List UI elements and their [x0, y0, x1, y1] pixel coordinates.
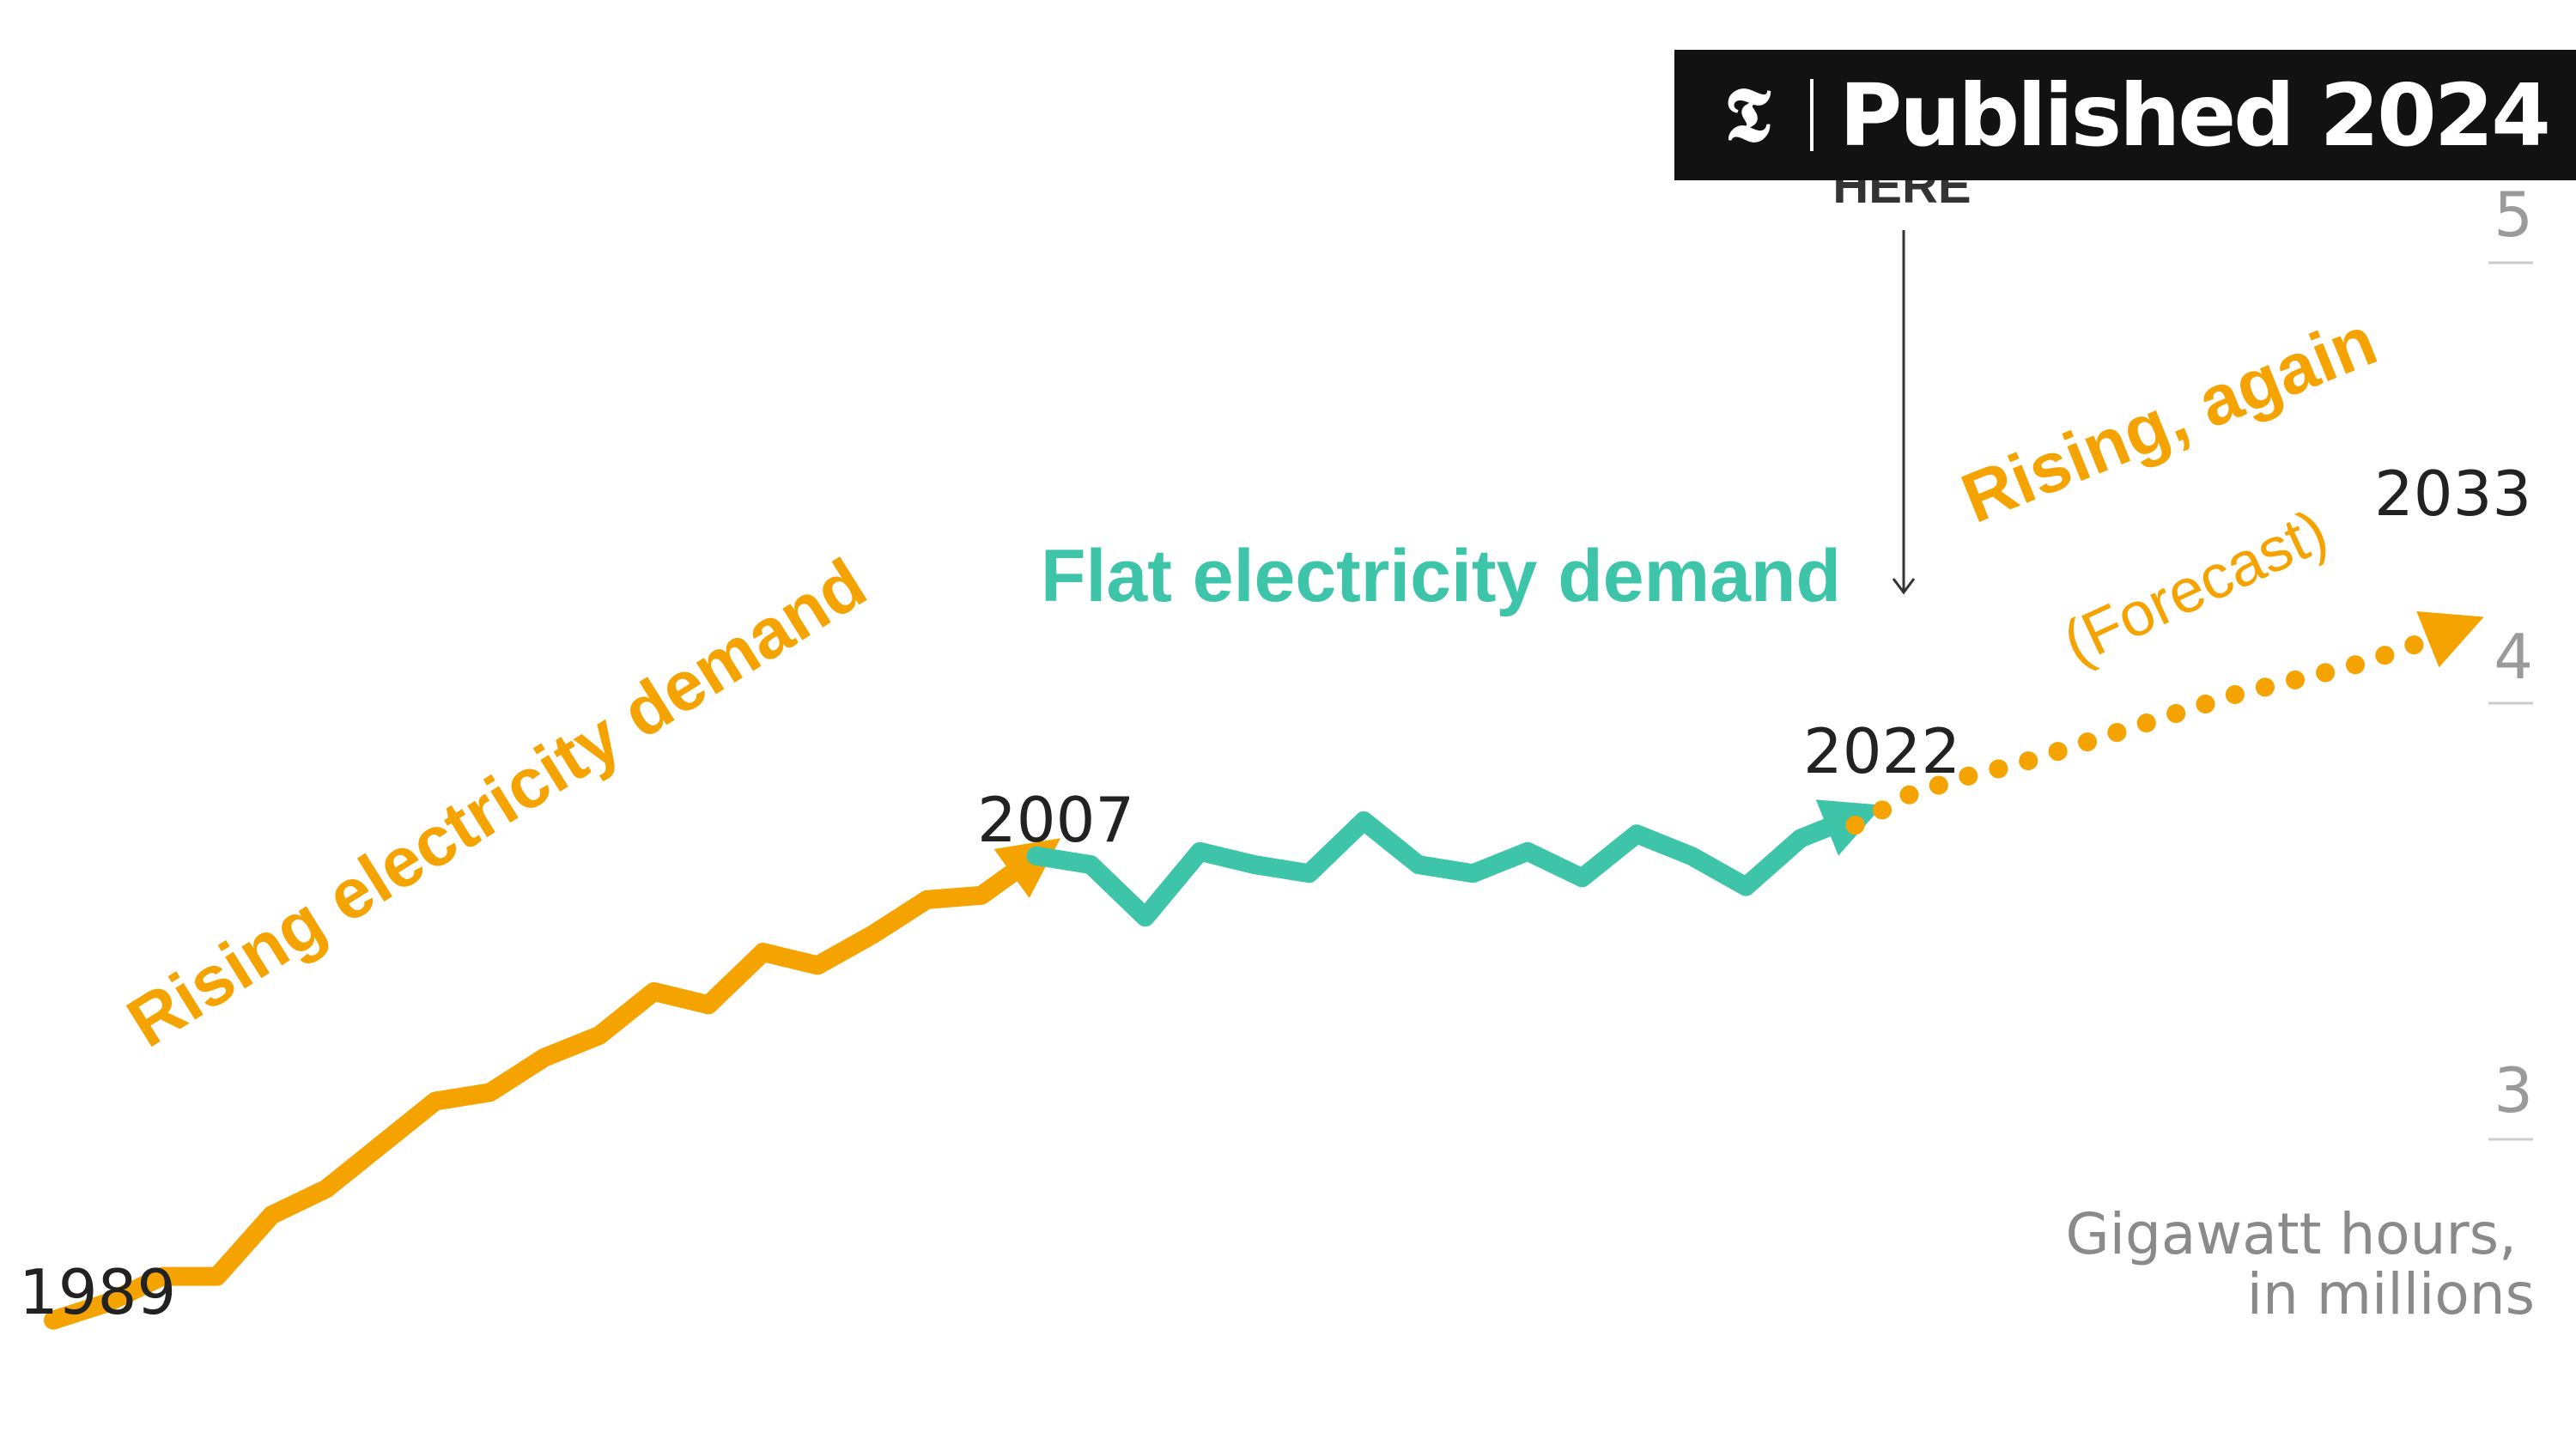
data-point-flat-2017	[1582, 877, 1583, 878]
data-point-flat-2019	[1691, 855, 1692, 857]
data-point-forecast-2023	[1909, 793, 1911, 795]
data-point-rising-2006	[981, 895, 982, 896]
data-point-flat-2016	[1527, 851, 1528, 853]
data-point-rising-2001	[708, 1004, 709, 1005]
data-point-forecast-2025	[2018, 763, 2020, 765]
data-point-forecast-2032	[2400, 649, 2402, 651]
data-point-rising-2004	[872, 934, 873, 936]
data-point-flat-2018	[1636, 833, 1637, 835]
year-label-2022: 2022	[1803, 715, 1960, 787]
annotation-rising: Rising electricity demand	[114, 544, 879, 1063]
data-point-flat-2009	[1145, 916, 1146, 918]
annotation-forecast: (Forecast)	[2053, 496, 2337, 677]
y-tick-label: 4	[2494, 621, 2533, 693]
data-point-rising-1993	[270, 1214, 272, 1216]
data-point-flat-2012	[1309, 872, 1310, 874]
year-label-1989: 1989	[19, 1256, 176, 1328]
data-point-forecast-2029	[2237, 693, 2239, 695]
here-pointer-arrowhead	[1892, 578, 1916, 595]
data-point-forecast-2028	[2182, 711, 2184, 713]
series-line-forecast	[1845, 611, 2484, 835]
year-label-2033: 2033	[2374, 458, 2531, 530]
data-point-flat-2015	[1472, 872, 1473, 874]
data-point-flat-2021	[1800, 837, 1801, 839]
data-point-flat-2014	[1418, 864, 1419, 865]
nyt-logo-icon: 𝕿	[1723, 70, 1771, 159]
y-axis-unit-label: Gigawatt hours, in millions	[2065, 1201, 2535, 1327]
data-point-flat-2020	[1745, 886, 1747, 888]
data-point-rising-1996	[434, 1101, 436, 1102]
y-tick-label: 5	[2494, 179, 2533, 251]
series-line-flat	[1026, 799, 1884, 927]
data-point-forecast-2030	[2291, 680, 2293, 682]
data-point-forecast-2022	[1855, 824, 1856, 826]
data-point-rising-1992	[216, 1276, 218, 1278]
badge-divider	[1810, 79, 1814, 151]
y-axis: 5 4 3 Gigawatt hours, in millions	[2065, 179, 2535, 1327]
data-point-forecast-2033	[2455, 628, 2457, 629]
published-badge: 𝕿 Published 2024	[1674, 50, 2576, 180]
data-point-flat-2013	[1363, 820, 1364, 822]
data-point-forecast-2024	[1964, 776, 1965, 778]
data-point-flat-2022	[1855, 816, 1856, 817]
data-point-flat-2010	[1199, 851, 1200, 853]
data-point-rising-2005	[927, 899, 928, 901]
year-label-2007: 2007	[977, 784, 1134, 856]
data-point-forecast-2031	[2346, 667, 2348, 669]
y-tick-label: 3	[2494, 1054, 2533, 1126]
data-point-rising-1997	[489, 1091, 491, 1093]
series-line-rising	[44, 838, 1061, 1330]
data-point-flat-2011	[1254, 864, 1255, 865]
data-point-rising-2002	[762, 951, 764, 953]
data-point-rising-1994	[325, 1188, 327, 1190]
data-point-rising-2003	[817, 964, 818, 966]
annotation-rising-again: Rising, again	[1952, 301, 2387, 538]
data-point-rising-1999	[598, 1035, 600, 1036]
published-label: Published 2024	[1839, 64, 2551, 166]
data-point-flat-2008	[1090, 864, 1091, 865]
data-point-forecast-2027	[2128, 728, 2129, 730]
data-point-rising-1995	[380, 1144, 382, 1146]
annotation-flat: Flat electricity demand	[1041, 535, 1841, 617]
data-point-forecast-2026	[2073, 745, 2075, 747]
data-point-rising-2000	[653, 991, 655, 993]
data-point-rising-1998	[544, 1057, 545, 1059]
